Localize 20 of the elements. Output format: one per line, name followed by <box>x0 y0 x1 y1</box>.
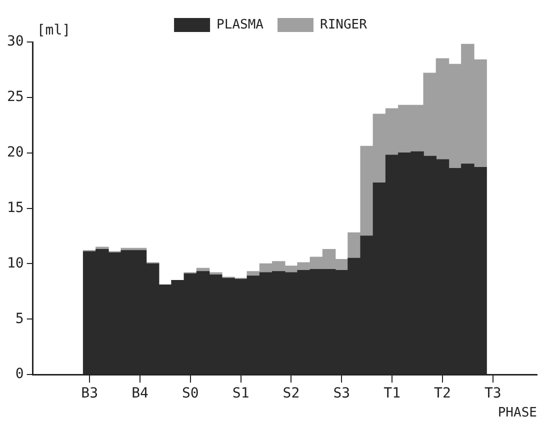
x-tick-label: B4 <box>132 386 148 402</box>
y-tick-label: 30 <box>7 34 24 50</box>
y-tick-label: 0 <box>15 366 24 382</box>
x-tick-label: T1 <box>384 386 400 402</box>
legend-label: RINGER <box>320 17 368 32</box>
x-tick-label: S2 <box>282 386 300 402</box>
x-tick-label: S0 <box>182 386 199 402</box>
y-axis-title: [ml] <box>36 22 71 39</box>
x-tick-label: T2 <box>434 386 451 402</box>
x-tick-label: B3 <box>81 386 98 402</box>
y-tick-label: 25 <box>7 89 24 106</box>
y-tick-label: 20 <box>7 144 24 161</box>
y-tick-label: 5 <box>15 310 24 327</box>
x-tick-label: S1 <box>232 386 250 402</box>
legend-label: PLASMA <box>216 17 264 32</box>
x-tick-label: S3 <box>333 386 350 402</box>
y-tick-label: 15 <box>7 200 24 216</box>
y-tick-label: 10 <box>7 255 24 272</box>
x-axis-title: PHASE <box>498 406 537 421</box>
x-tick-label: T3 <box>484 386 502 402</box>
